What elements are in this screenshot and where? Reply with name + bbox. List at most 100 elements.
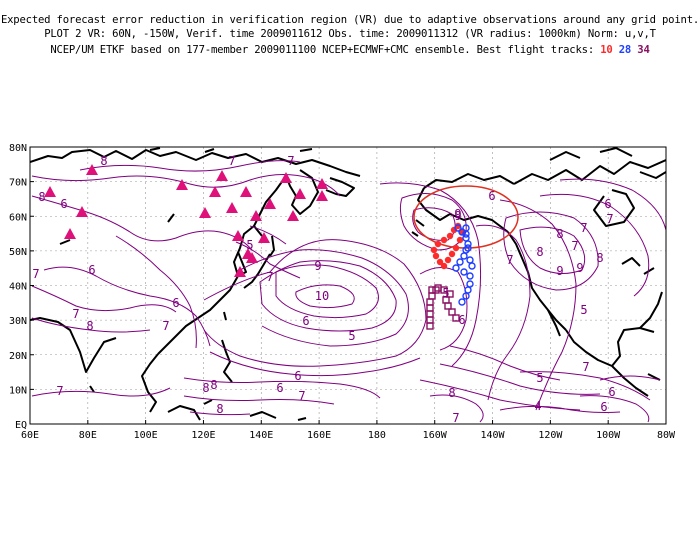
observation-triangle	[226, 202, 238, 213]
contour-label: 9	[314, 259, 321, 273]
contour-7-eastpacific	[539, 193, 650, 297]
track-34-point	[426, 304, 434, 312]
contour-9-pacific	[275, 264, 379, 319]
contour-label: 6	[488, 189, 495, 203]
contour-7-track	[379, 182, 482, 367]
track-28-point	[460, 268, 468, 276]
contour-label: 9	[454, 207, 461, 221]
coastline-asia-north	[30, 149, 361, 177]
contour-label: 7	[298, 389, 305, 403]
lat-tick-label: 70N	[9, 178, 27, 189]
lake-balkhash	[59, 239, 71, 245]
track-34-point	[446, 290, 454, 298]
verification-region-circle	[413, 185, 519, 249]
track-28-point	[456, 258, 464, 266]
track-10-point	[446, 232, 454, 240]
observation-triangle	[240, 186, 252, 197]
contour-label: 9	[454, 209, 461, 223]
observation-triangle	[234, 266, 246, 277]
lon-tick-label: 120E	[191, 430, 215, 441]
contour-label: 8	[202, 381, 209, 395]
track-28-point	[460, 252, 468, 260]
contour-label: 9	[576, 261, 583, 275]
observation-triangle	[246, 252, 258, 263]
coastline-us-east	[639, 291, 663, 329]
coastline-mexico	[565, 329, 613, 367]
contour-label: 5	[580, 303, 587, 317]
track-10-point	[434, 240, 442, 248]
track-label-28: 28	[618, 44, 632, 56]
track-28-point	[466, 272, 474, 280]
observation-triangle	[287, 210, 299, 221]
coastline-gulf	[611, 327, 655, 367]
contour-5-far-east	[519, 371, 651, 401]
contour-label: 7	[266, 270, 273, 284]
contour-7-japan	[235, 241, 301, 279]
lat-tick-label: 60N	[9, 212, 27, 223]
coastline-solomons	[297, 417, 307, 421]
contour-6-asia	[31, 195, 253, 251]
coastline-alaska-south	[417, 187, 509, 233]
contour-8-japan	[249, 225, 287, 245]
track-10-point	[456, 236, 464, 244]
coastline-taiwan	[223, 311, 227, 321]
contour-label: 8	[556, 227, 563, 241]
coastline-borneo	[167, 405, 201, 421]
contour-7-east-south	[419, 379, 581, 411]
lon-tick-label: 60E	[21, 430, 39, 441]
contour-label: 6	[88, 263, 95, 277]
contour-5-east	[449, 345, 561, 381]
contour-label: 10	[315, 289, 329, 303]
coastline-sri-lanka	[89, 385, 95, 393]
contour-9-east	[519, 226, 586, 274]
track-34-point	[428, 286, 436, 294]
track-28-point	[462, 292, 470, 300]
observation-triangle	[176, 179, 188, 190]
track-label-10: 10	[600, 44, 613, 56]
lat-tick-label: 30N	[9, 316, 27, 327]
contour-label: 8	[536, 245, 543, 259]
coastline-sulawesi	[203, 399, 213, 405]
contour-label: 7	[228, 154, 235, 168]
contour-7-pacific-north	[239, 249, 409, 347]
contour-5-india	[31, 317, 151, 333]
coastline-us-west	[527, 271, 567, 331]
contour-label: 6	[458, 313, 465, 327]
contour-8-north	[79, 160, 301, 172]
observation-triangle	[264, 198, 276, 209]
coastlines	[30, 147, 666, 421]
lat-tick-label: 40N	[9, 282, 27, 293]
contour-label: 7	[32, 267, 39, 281]
contour-label: 8	[100, 154, 107, 168]
title-line-2: PLOT 2 VR: 60N, -150W, Verif. time 20090…	[44, 28, 656, 40]
contour-label: 7	[287, 154, 294, 168]
coastline-asia-north-islands	[149, 147, 313, 153]
contour-6-namerica	[559, 178, 666, 231]
lon-tick-label: 80W	[657, 430, 676, 441]
track-28-point	[468, 262, 476, 270]
lon-tick-label: 120W	[538, 430, 563, 441]
contour-label: 6	[294, 369, 301, 383]
flight-tracks	[44, 164, 476, 330]
contour-6-far-east	[579, 395, 650, 423]
contour-6-east	[499, 199, 577, 411]
contour-10-pacific	[295, 284, 355, 309]
coastline-new-guinea	[249, 411, 277, 419]
observation-triangle	[209, 186, 221, 197]
contour-label: 6	[276, 381, 283, 395]
title-line-3: NCEP/UM ETKF based on 177-member 2009011…	[0, 44, 700, 56]
track-34-point	[448, 308, 456, 316]
contour-label: 4	[534, 399, 541, 413]
contour-label: 8	[210, 378, 217, 392]
observation-triangle	[316, 178, 328, 189]
contour-label: 6	[604, 197, 611, 211]
contour-5-pacific	[209, 351, 421, 377]
lake-baikal	[167, 213, 175, 223]
observation-triangle	[316, 190, 328, 201]
observation-triangle	[232, 230, 244, 241]
contour-4-far-east	[499, 405, 621, 413]
contour-label: 8	[216, 402, 223, 416]
observation-triangle	[294, 188, 306, 199]
